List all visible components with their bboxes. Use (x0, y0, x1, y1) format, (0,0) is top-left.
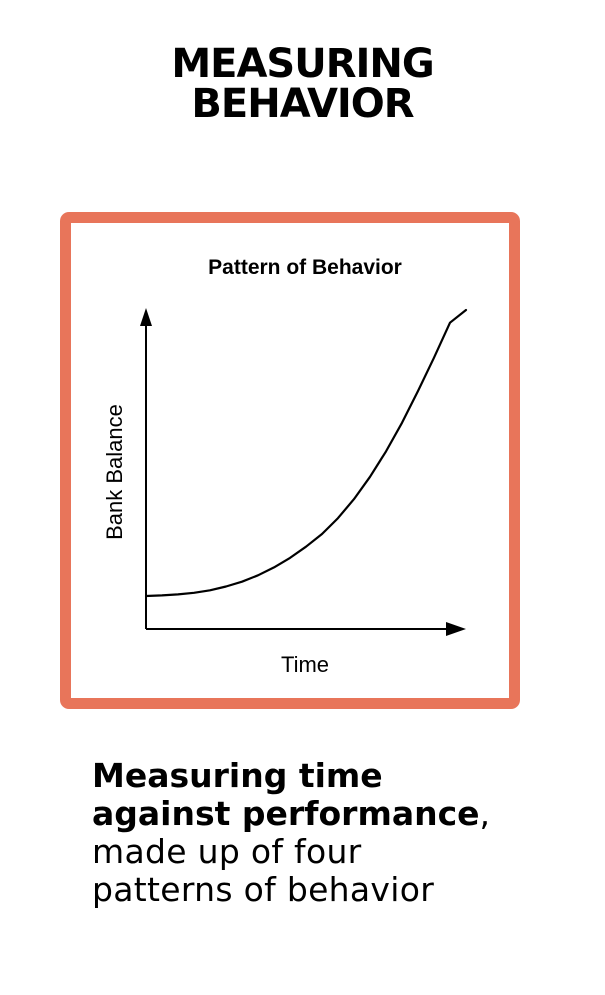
chart-frame (60, 212, 520, 709)
caption-comma: , (479, 794, 491, 833)
caption-bold-line-1: Measuring time (92, 756, 383, 795)
y-axis-label: Bank Balance (102, 404, 127, 540)
y-axis-arrowhead (140, 308, 152, 326)
x-axis-label: Time (281, 652, 329, 677)
page-title: MEASURING BEHAVIOR (0, 44, 605, 124)
caption-line-3: made up of four (92, 832, 362, 871)
caption-bold-line-2: against performance (92, 794, 480, 833)
chart-title: Pattern of Behavior (208, 256, 402, 279)
page-title-line-2: BEHAVIOR (191, 81, 414, 127)
series-line (144, 308, 468, 598)
caption-line-4: patterns of behavior (92, 870, 435, 909)
caption: Measuring time against performance, made… (92, 757, 572, 909)
x-axis-arrowhead (446, 622, 466, 636)
page-title-line-1: MEASURING (171, 41, 434, 87)
